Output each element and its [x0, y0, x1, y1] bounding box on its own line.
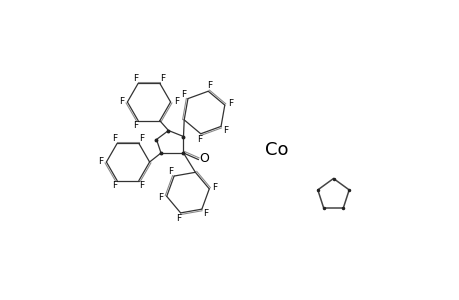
Text: F: F: [98, 158, 103, 166]
Text: O: O: [199, 152, 209, 166]
Text: F: F: [160, 74, 165, 82]
Text: F: F: [176, 214, 181, 223]
Text: F: F: [112, 134, 117, 142]
Text: F: F: [168, 167, 173, 176]
Text: F: F: [223, 126, 228, 135]
Text: F: F: [112, 182, 117, 190]
Text: F: F: [206, 81, 212, 90]
Text: F: F: [180, 90, 185, 99]
Text: F: F: [139, 182, 144, 190]
Text: F: F: [118, 98, 123, 106]
Text: F: F: [227, 99, 233, 108]
Text: F: F: [158, 193, 163, 202]
Text: F: F: [197, 135, 202, 144]
Text: F: F: [139, 134, 144, 142]
Text: F: F: [203, 209, 208, 218]
Text: Co: Co: [264, 141, 288, 159]
Text: F: F: [132, 122, 137, 130]
Text: F: F: [132, 74, 137, 82]
Text: F: F: [212, 183, 217, 192]
Text: F: F: [174, 98, 179, 106]
